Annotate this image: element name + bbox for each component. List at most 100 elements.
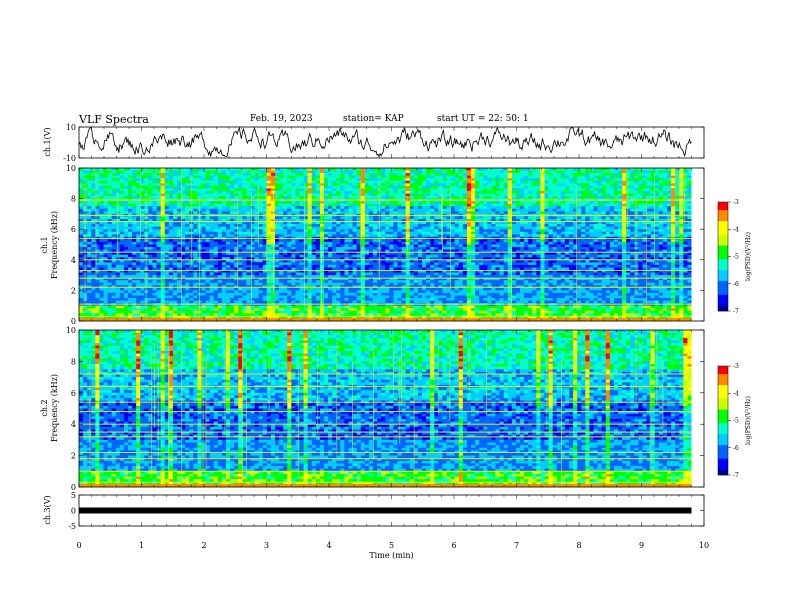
ch1-spectrogram-cell bbox=[119, 173, 125, 176]
ch1-spectrogram-cell bbox=[458, 221, 464, 225]
ch1-spectrogram-cell bbox=[646, 211, 651, 215]
ch1-spectrogram-cell bbox=[471, 229, 476, 233]
ch1-spectrogram-cell bbox=[422, 196, 427, 199]
ch1-spectrogram-cell bbox=[360, 173, 366, 176]
ch1-spectrogram-cell bbox=[658, 206, 664, 210]
ch1-spectrogram-cell bbox=[589, 219, 594, 222]
ch1-spectrogram-cell bbox=[422, 208, 427, 212]
ch1-spectrogram-cell bbox=[128, 201, 133, 204]
ch1-spectrogram-cell bbox=[434, 188, 439, 192]
ch1-spectrogram-cell bbox=[368, 231, 374, 235]
ch1-spectrogram-cell bbox=[499, 249, 504, 253]
ch1-spectrogram-cell bbox=[605, 211, 611, 215]
ch1-spectrogram-cell bbox=[340, 173, 345, 176]
ch1-spectrogram-cell bbox=[650, 196, 656, 199]
ch1-spectrogram-cell bbox=[246, 229, 251, 233]
ch1-spectrogram-cell bbox=[417, 180, 423, 184]
ch1-spectrogram-cell bbox=[79, 216, 84, 220]
ch1-spectrogram-cell bbox=[221, 170, 227, 174]
ch1-spectrogram-cell bbox=[360, 221, 366, 225]
ch1-spectrogram-cell bbox=[381, 244, 386, 248]
ch1-spectrogram-cell bbox=[275, 188, 280, 192]
ch1-spectrogram-cell bbox=[548, 183, 553, 187]
ch1-spectrogram-cell bbox=[495, 201, 500, 204]
ch1-spectrogram-cell bbox=[397, 239, 402, 243]
ch1-spectrogram-cell bbox=[483, 203, 488, 207]
ch1-spectrogram-cell bbox=[303, 221, 308, 225]
ch1-spectrogram-cell bbox=[164, 188, 170, 192]
ch1-spectrogram-cell bbox=[552, 249, 558, 253]
ch1-spectrogram-cell bbox=[279, 219, 284, 222]
ch1-spectrogram-cell bbox=[262, 170, 268, 174]
ch1-spectrogram-cell bbox=[177, 244, 182, 248]
ch1-spectrogram-cell bbox=[671, 221, 676, 225]
ch1-spectrogram-cell bbox=[577, 180, 582, 184]
ch1-spectrogram-cell bbox=[368, 224, 374, 227]
ch1-spectrogram-cell bbox=[275, 206, 280, 210]
ch1-spectrogram-cell bbox=[128, 203, 133, 207]
ch1-spectrogram-cell bbox=[630, 170, 635, 174]
ch1-spectrogram-cell bbox=[172, 241, 178, 245]
ch1-spectrogram-cell bbox=[258, 180, 264, 184]
ch1-spectrogram-cell bbox=[115, 183, 121, 187]
ch1-spectrogram-cell bbox=[544, 190, 549, 194]
ch1-spectrogram-cell bbox=[442, 183, 447, 187]
ch1-spectrogram-cell bbox=[658, 183, 664, 187]
ch1-spectrogram-cell bbox=[528, 247, 533, 250]
ch1-spectrogram-cell bbox=[560, 201, 566, 204]
ch1-spectrogram-cell bbox=[483, 239, 488, 243]
ch1-spectrogram-cell bbox=[479, 183, 484, 187]
ch1-spectrogram-cell bbox=[185, 173, 190, 176]
ch1-spectrogram-cell bbox=[393, 216, 398, 220]
ch1-spectrogram-cell bbox=[495, 224, 500, 227]
ch1-spectrogram-cell bbox=[340, 188, 345, 192]
ch1-spectrogram-cell bbox=[250, 224, 255, 227]
ch1-spectrogram-cell bbox=[654, 188, 660, 192]
ch1-spectrogram-cell bbox=[475, 231, 480, 235]
ch1-spectrogram-cell bbox=[589, 173, 594, 176]
ch1-spectrogram-cell bbox=[364, 208, 370, 212]
ch1-spectrogram-cell bbox=[667, 244, 672, 248]
ch1-spectrogram-cell bbox=[528, 175, 533, 179]
ch1-spectrogram-cell bbox=[524, 239, 529, 243]
ch1-spectrogram-cell bbox=[605, 247, 611, 250]
ch1-spectrogram-cell bbox=[368, 190, 374, 194]
ch1-spectrogram-cell bbox=[287, 168, 292, 171]
ch1-spectrogram-cell bbox=[438, 201, 443, 204]
ch1-spectrogram-cell bbox=[307, 241, 313, 245]
ch1-spectrogram-cell bbox=[532, 216, 537, 220]
ch1-spectrogram-cell bbox=[454, 193, 460, 197]
ch1-spectrogram-cell bbox=[136, 178, 141, 182]
ch1-spectrogram-cell bbox=[479, 180, 484, 184]
ch1-spectrogram-cell bbox=[593, 211, 598, 215]
ch1-spectrogram-cell bbox=[499, 168, 504, 171]
ch1-spectrogram-cell bbox=[205, 216, 210, 220]
ch1-spectrogram-cell bbox=[136, 196, 141, 199]
ch1-spectrogram-cell bbox=[585, 216, 590, 220]
ch1-spectrogram-cell bbox=[275, 170, 280, 174]
ch1-spectrogram-cell bbox=[495, 168, 500, 171]
ch1-spectrogram-cell bbox=[368, 244, 374, 248]
ch1-spectrogram-cell bbox=[132, 183, 137, 187]
ch1-spectrogram-cell bbox=[405, 180, 411, 184]
ch1-spectrogram-cell bbox=[144, 244, 149, 248]
ch1-spectrogram-cell bbox=[181, 219, 186, 222]
ch1-spectrogram-cell bbox=[340, 239, 345, 243]
ch1-spectrogram-cell bbox=[230, 252, 235, 255]
ch1-spectrogram-cell bbox=[585, 211, 590, 215]
ch1-spectrogram-cell bbox=[299, 229, 304, 233]
ch1-spectrogram-cell bbox=[234, 183, 239, 187]
ch1-spectrogram-cell bbox=[279, 185, 284, 189]
ch1-spectrogram-cell bbox=[140, 216, 145, 220]
ch1-spectrogram-cell bbox=[544, 208, 549, 212]
ch1-spectrogram-cell bbox=[687, 244, 692, 248]
ch1-spectrogram-cell bbox=[589, 201, 594, 204]
ch1-spectrogram-cell bbox=[528, 168, 533, 171]
ch1-spectrogram-cell bbox=[152, 206, 157, 210]
ch1-spectrogram-cell bbox=[283, 196, 288, 199]
ch1-spectrogram-cell bbox=[148, 239, 153, 243]
ch1-spectrogram-cell bbox=[291, 216, 296, 220]
ch1-spectrogram-cell bbox=[667, 206, 672, 210]
ch1-spectrogram-cell bbox=[87, 244, 92, 248]
ch1-spectrogram-cell bbox=[283, 190, 288, 194]
